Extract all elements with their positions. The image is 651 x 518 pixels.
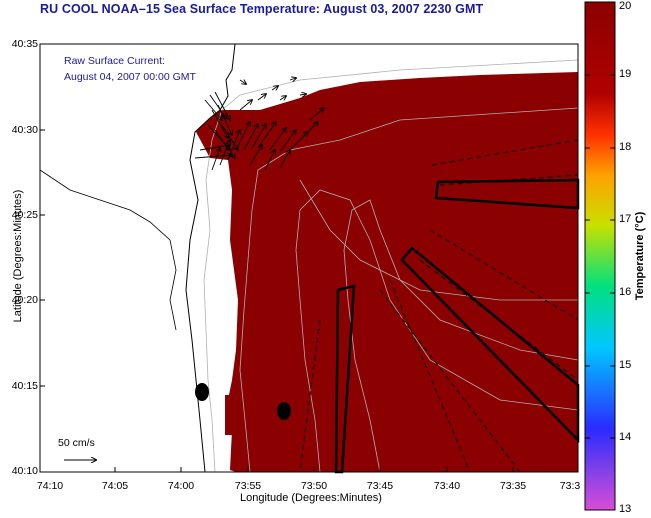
colorbar-tick-label: 13 [619, 503, 632, 515]
bathymetry-contours [203, 59, 579, 473]
colorbar-tick-label: 18 [619, 141, 632, 153]
y-tick-label: 40:35 [11, 38, 38, 50]
y-tick-label: 40:30 [11, 124, 38, 136]
current-time-label: August 04, 2007 00:00 GMT [64, 71, 196, 83]
colorbar-tick-label: 16 [619, 286, 632, 298]
y-tick-label: 40:25 [11, 209, 38, 221]
y-tick-label: 40:10 [11, 465, 38, 477]
axis-ticks [39, 43, 579, 473]
colorbar-tick-label: 19 [619, 68, 632, 80]
scale-label: 50 cm/s [58, 437, 95, 449]
buoy-markers [195, 383, 291, 420]
radial-lines [299, 139, 579, 473]
current-vectors [194, 78, 324, 171]
colorbar-tick-label: 20 [619, 0, 632, 12]
colorbar [584, 1, 616, 511]
x-tick-label: 74:10 [36, 480, 64, 492]
x-tick-label: 74:00 [167, 480, 195, 492]
y-tick-label: 40:20 [11, 294, 38, 306]
colorbar-tick-label: 15 [619, 359, 632, 371]
x-tick-label: 73:3 [559, 480, 581, 492]
x-tick-label: 73:35 [499, 480, 527, 492]
map-title: RU COOL NOAA–15 Sea Surface Temperature:… [40, 2, 484, 16]
colorbar-tick-label: 17 [619, 213, 632, 225]
y-tick-label: 40:15 [11, 380, 38, 392]
x-tick-label: 73:55 [234, 480, 262, 492]
x-axis-label: Longitude (Degrees:Minutes) [240, 492, 382, 504]
x-tick-label: 73:45 [366, 480, 394, 492]
x-tick-label: 73:40 [433, 480, 461, 492]
colorbar-tick-label: 14 [619, 431, 632, 443]
y-axis-label: Latitude (Degrees:Minutes) [12, 189, 24, 323]
x-tick-label: 73:50 [300, 480, 328, 492]
land [39, 43, 236, 473]
x-tick-label: 74:05 [101, 480, 129, 492]
colorbar-label: Temperature (°C) [634, 211, 646, 301]
current-label: Raw Surface Current: [64, 55, 165, 67]
colorbar-ticks [585, 74, 615, 439]
